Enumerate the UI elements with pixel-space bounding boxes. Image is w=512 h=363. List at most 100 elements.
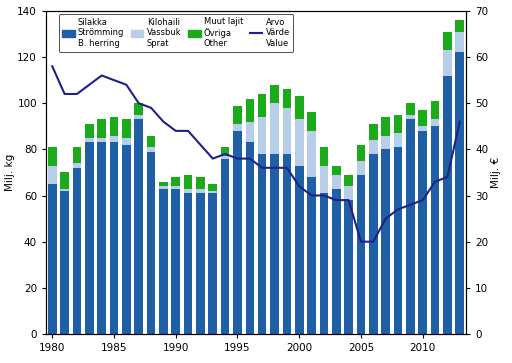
Bar <box>172 186 180 189</box>
Bar <box>134 115 143 119</box>
Bar <box>307 177 316 334</box>
Bar <box>60 191 69 334</box>
Bar <box>184 175 193 189</box>
Bar <box>172 177 180 186</box>
Bar <box>196 177 205 189</box>
Bar <box>184 193 193 334</box>
Bar <box>344 186 353 200</box>
Bar <box>319 147 328 166</box>
Bar <box>283 108 291 154</box>
Bar <box>221 159 229 334</box>
Bar <box>159 189 168 334</box>
Bar <box>97 119 106 138</box>
Bar <box>97 138 106 142</box>
Bar <box>246 99 254 122</box>
Bar <box>85 142 94 334</box>
Bar <box>221 147 229 156</box>
Bar <box>196 189 205 193</box>
Bar <box>369 154 378 334</box>
Bar <box>184 189 193 193</box>
Bar <box>443 50 452 76</box>
Bar <box>60 172 69 189</box>
Bar <box>85 124 94 138</box>
Bar <box>456 20 464 32</box>
Bar <box>97 142 106 334</box>
Bar <box>357 161 365 175</box>
Bar <box>73 147 81 163</box>
Bar <box>418 126 427 131</box>
Bar <box>270 154 279 334</box>
Bar <box>221 156 229 159</box>
Bar <box>60 188 69 191</box>
Bar <box>394 147 402 334</box>
Bar <box>172 189 180 334</box>
Bar <box>332 175 340 189</box>
Bar <box>344 200 353 334</box>
Bar <box>110 135 118 142</box>
Bar <box>307 113 316 131</box>
Bar <box>394 115 402 133</box>
Bar <box>258 154 267 334</box>
Bar <box>233 106 242 124</box>
Bar <box>147 147 155 152</box>
Bar <box>233 131 242 334</box>
Y-axis label: Milj. €: Milj. € <box>491 157 501 188</box>
Bar <box>369 124 378 140</box>
Bar <box>332 189 340 334</box>
Bar <box>233 124 242 131</box>
Bar <box>208 193 217 334</box>
Bar <box>159 186 168 189</box>
Bar <box>456 32 464 52</box>
Bar <box>147 135 155 147</box>
Bar <box>283 154 291 334</box>
Bar <box>406 103 415 115</box>
Bar <box>418 131 427 334</box>
Bar <box>270 103 279 154</box>
Bar <box>357 175 365 334</box>
Y-axis label: Milj. kg: Milj. kg <box>5 154 14 191</box>
Bar <box>431 119 439 126</box>
Bar <box>122 119 131 138</box>
Bar <box>283 89 291 108</box>
Bar <box>456 52 464 334</box>
Bar <box>110 142 118 334</box>
Bar <box>369 140 378 154</box>
Bar <box>196 193 205 334</box>
Bar <box>406 119 415 334</box>
Bar <box>295 119 304 166</box>
Bar <box>381 117 390 135</box>
Bar <box>73 168 81 334</box>
Bar <box>246 122 254 142</box>
Bar <box>85 138 94 142</box>
Bar <box>357 145 365 161</box>
Bar <box>381 135 390 149</box>
Bar <box>134 119 143 334</box>
Bar <box>307 131 316 177</box>
Bar <box>319 166 328 193</box>
Bar <box>443 76 452 334</box>
Bar <box>208 191 217 193</box>
Bar <box>110 117 118 135</box>
Bar <box>319 193 328 334</box>
Bar <box>134 103 143 115</box>
Bar <box>295 166 304 334</box>
Bar <box>258 117 267 154</box>
Bar <box>246 142 254 334</box>
Bar <box>344 175 353 186</box>
Bar <box>431 101 439 119</box>
Bar <box>73 163 81 168</box>
Bar <box>332 166 340 175</box>
Bar <box>122 145 131 334</box>
Bar <box>159 182 168 186</box>
Bar <box>147 152 155 334</box>
Bar <box>381 149 390 334</box>
Bar <box>48 166 57 184</box>
Bar <box>418 110 427 126</box>
Bar <box>208 184 217 191</box>
Bar <box>295 96 304 119</box>
Bar <box>270 85 279 103</box>
Bar <box>122 138 131 145</box>
Bar <box>258 94 267 117</box>
Bar <box>394 133 402 147</box>
Bar <box>431 126 439 334</box>
